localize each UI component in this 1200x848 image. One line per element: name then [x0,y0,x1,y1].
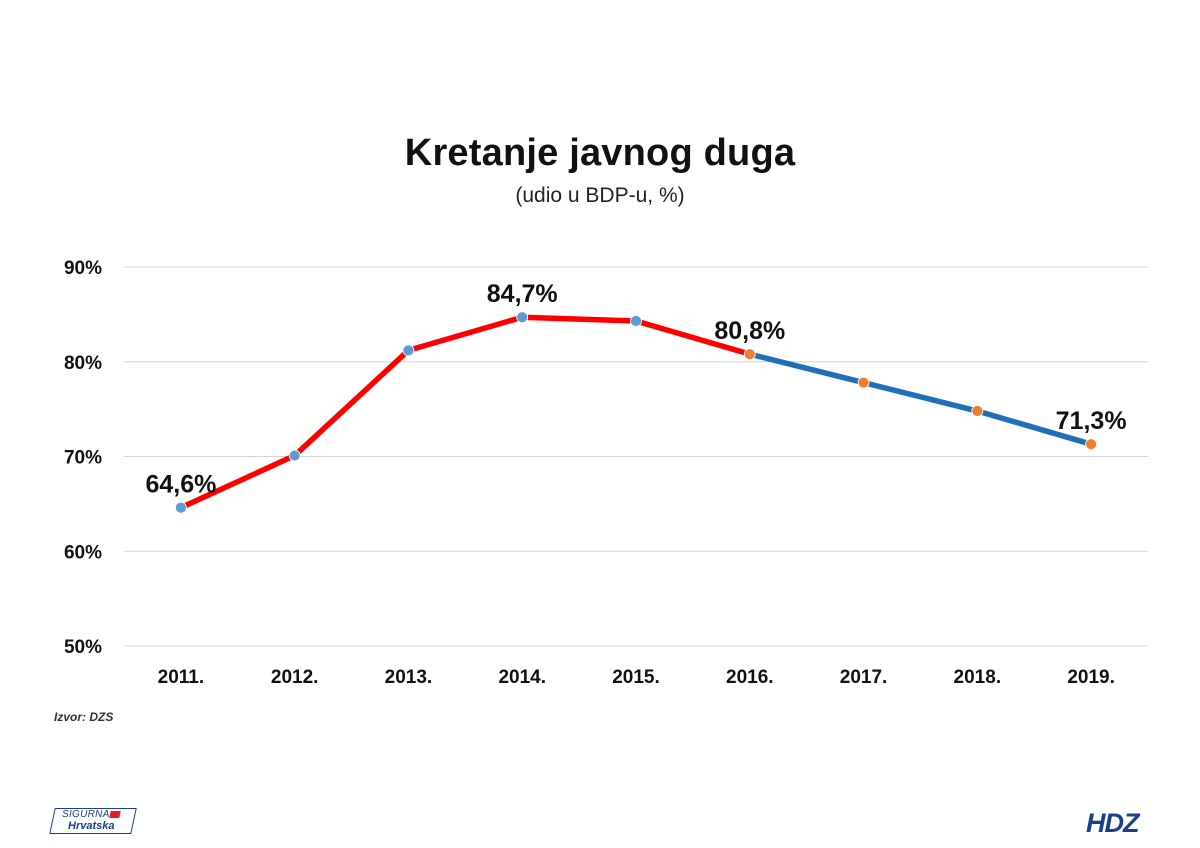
data-label: 80,8% [714,317,785,345]
data-point [857,376,870,389]
x-tick-label: 2012. [271,667,319,688]
x-tick-label: 2019. [1067,667,1115,688]
series-line-1 [178,314,753,511]
y-tick-label: 80% [64,353,102,374]
data-point [174,501,187,514]
x-tick-label: 2013. [385,667,433,688]
data-point [402,344,415,357]
data-point [1085,438,1098,451]
x-tick-label: 2015. [612,667,660,688]
data-point [630,315,642,327]
data-label: 84,7% [487,280,558,308]
data-label: 71,3% [1056,407,1127,435]
logo-left-line1: SIGURNA [62,809,110,820]
data-point [971,405,984,417]
sigurna-hrvatska-logo: SIGURNA Hrvatska [49,808,137,836]
y-tick-label: 90% [64,258,102,279]
hdz-logo: HDZ [1086,808,1139,838]
source-note: Izvor: DZS [54,710,114,724]
x-tick-label: 2011. [158,667,205,688]
flag-icon [109,811,121,818]
y-tick-label: 50% [64,637,102,658]
x-tick-label: 2018. [954,667,1002,688]
x-tick-label: 2014. [498,667,546,688]
logo-left-line2: Hrvatska [68,820,115,832]
data-point [743,348,756,361]
chart-title: Kretanje javnog duga [404,132,796,174]
y-tick-label: 70% [64,448,102,469]
chart-subtitle: (udio u BDP-u, %) [515,184,685,207]
y-tick-label: 60% [64,542,102,563]
x-tick-label: 2016. [726,667,774,688]
data-point [516,311,529,324]
series-line-2 [747,351,1094,447]
data-label: 64,6% [145,471,216,499]
x-tick-label: 2017. [840,667,888,688]
data-point [288,449,301,462]
